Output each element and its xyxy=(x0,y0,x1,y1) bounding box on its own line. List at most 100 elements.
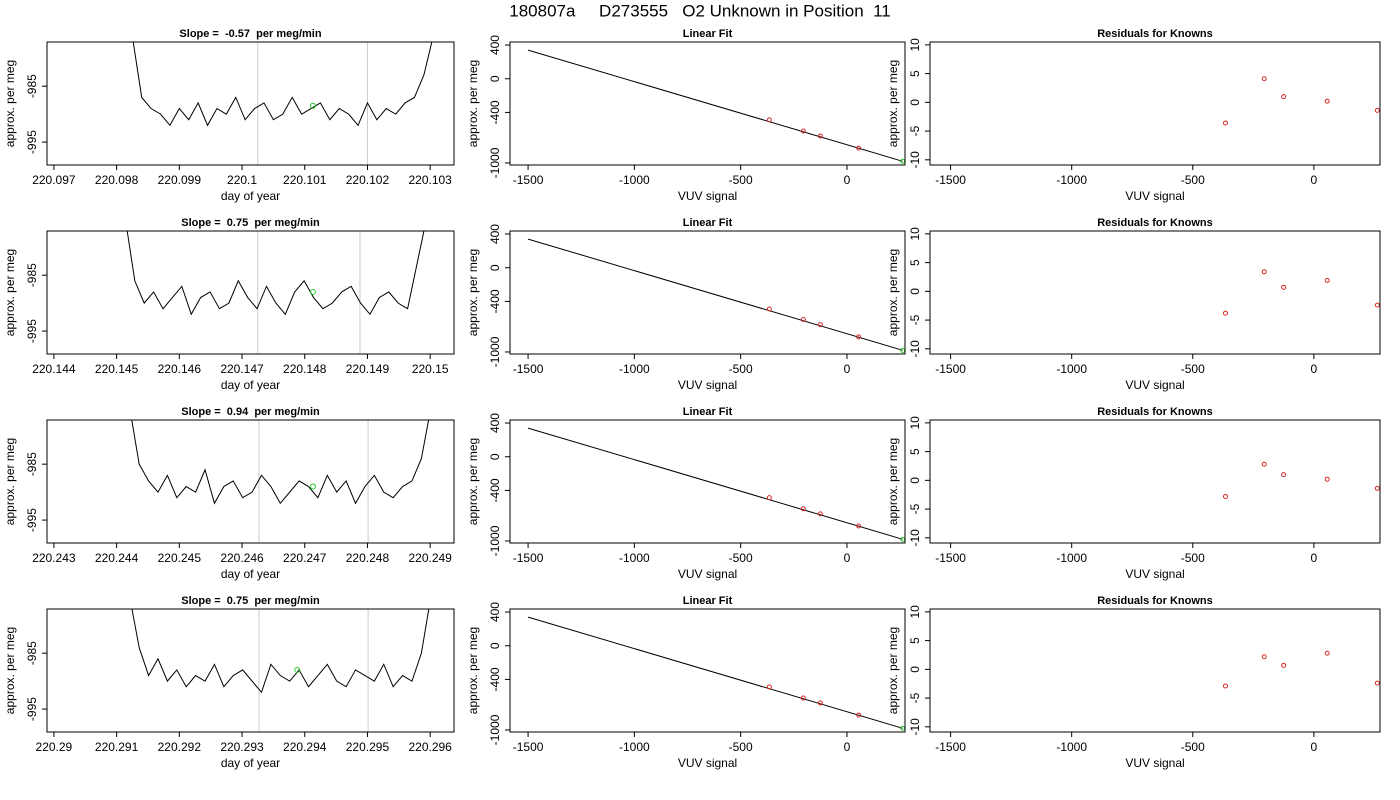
x-tick-label: 220.248 xyxy=(346,551,390,565)
panel-title: Linear Fit xyxy=(683,28,733,40)
y-axis-label: approx. per meg xyxy=(886,249,900,336)
point xyxy=(1222,683,1228,689)
x-tick-label: -1000 xyxy=(619,551,650,565)
point xyxy=(856,145,862,151)
y-tick-label: -995 xyxy=(25,508,39,532)
highlight-point xyxy=(309,483,316,490)
y-tick-label: -985 xyxy=(25,74,39,98)
data-line xyxy=(131,609,430,694)
y-tick-label: 400 xyxy=(488,602,502,622)
data-line xyxy=(132,42,433,127)
x-tick-label: 0 xyxy=(1311,551,1318,565)
x-tick-label: 220.144 xyxy=(32,362,76,376)
point xyxy=(1222,120,1228,126)
point xyxy=(1324,98,1330,104)
plot-area xyxy=(527,616,905,731)
point xyxy=(856,712,862,718)
y-tick-label: -1000 xyxy=(488,147,502,178)
y-tick-label: -5 xyxy=(908,503,922,514)
y-tick-label: -5 xyxy=(908,692,922,703)
x-tick-label: -1000 xyxy=(619,173,650,187)
x-tick-label: 220.249 xyxy=(408,551,452,565)
x-tick-label: 0 xyxy=(1311,740,1318,754)
panel-title: Residuals for Knowns xyxy=(1097,406,1213,418)
point xyxy=(766,684,772,690)
y-tick-label: -5 xyxy=(908,125,922,136)
data-line xyxy=(126,231,425,316)
y-tick-label: 0 xyxy=(908,99,922,106)
plot-area xyxy=(527,49,905,164)
x-tick-label: -1500 xyxy=(513,173,544,187)
x-tick-label: 220.243 xyxy=(32,551,76,565)
point xyxy=(800,128,806,134)
panel-title: Residuals for Knowns xyxy=(1097,217,1213,229)
x-tick-label: -500 xyxy=(1181,173,1205,187)
panel-title: Linear Fit xyxy=(683,406,733,418)
x-axis-label: VUV signal xyxy=(1125,189,1184,203)
panel-title: Slope = 0.75 per meg/min xyxy=(181,217,320,229)
x-tick-label: -1000 xyxy=(1056,362,1087,376)
y-axis-label: approx. per meg xyxy=(466,60,480,147)
point xyxy=(1374,302,1380,308)
y-tick-label: -985 xyxy=(25,641,39,665)
x-tick-label: -500 xyxy=(729,173,753,187)
y-tick-label: -5 xyxy=(908,314,922,325)
plot-frame xyxy=(46,608,455,733)
y-tick-label: -985 xyxy=(25,452,39,476)
point xyxy=(1281,662,1287,668)
x-tick-label: 220.097 xyxy=(32,173,76,187)
y-axis-label: approx. per meg xyxy=(466,438,480,525)
x-tick-label: 220.101 xyxy=(283,173,327,187)
point xyxy=(1281,284,1287,290)
plot-frame xyxy=(929,41,1381,166)
highlight-point xyxy=(309,288,316,295)
fit-line xyxy=(527,238,903,351)
fit-line xyxy=(527,49,903,162)
y-tick-label: 0 xyxy=(908,288,922,295)
x-tick-label: 220.147 xyxy=(220,362,264,376)
x-tick-label: 220.099 xyxy=(158,173,202,187)
y-tick-label: -1000 xyxy=(488,714,502,745)
point xyxy=(766,117,772,123)
x-axis-label: VUV signal xyxy=(1125,756,1184,770)
point xyxy=(856,334,862,340)
y-tick-label: -10 xyxy=(908,151,922,169)
plot-frame xyxy=(509,41,906,166)
x-tick-label: 220.146 xyxy=(158,362,202,376)
point xyxy=(1222,493,1228,499)
x-tick-label: 0 xyxy=(1311,173,1318,187)
y-tick-label: -985 xyxy=(25,263,39,287)
y-tick-label: -400 xyxy=(488,478,502,502)
x-tick-label: 220.296 xyxy=(408,740,452,754)
x-tick-label: -1500 xyxy=(935,551,966,565)
y-tick-label: 10 xyxy=(908,605,922,619)
x-tick-label: 0 xyxy=(844,740,851,754)
y-tick-label: -1000 xyxy=(488,336,502,367)
fit-line xyxy=(527,616,903,729)
panel-title: Slope = 0.94 per meg/min xyxy=(181,406,320,418)
point xyxy=(1261,76,1267,82)
point xyxy=(800,506,806,512)
y-tick-label: -10 xyxy=(908,529,922,547)
point xyxy=(1281,94,1287,100)
y-axis-label: approx. per meg xyxy=(3,627,17,714)
point xyxy=(1261,269,1267,275)
x-tick-label: 220.294 xyxy=(283,740,327,754)
x-tick-label: -500 xyxy=(729,362,753,376)
panel-title: Residuals for Knowns xyxy=(1097,595,1213,607)
plot-frame xyxy=(509,419,906,544)
point xyxy=(900,347,905,353)
point xyxy=(1281,472,1287,478)
plot-frame xyxy=(46,230,455,355)
x-axis-label: day of year xyxy=(221,189,280,203)
x-axis-label: VUV signal xyxy=(678,567,737,581)
plot-area xyxy=(527,427,905,542)
y-tick-label: 10 xyxy=(908,416,922,430)
x-axis-label: day of year xyxy=(221,567,280,581)
x-tick-label: 220.148 xyxy=(283,362,327,376)
plot-frame xyxy=(46,419,455,544)
x-tick-label: 220.098 xyxy=(95,173,139,187)
x-tick-label: 220.149 xyxy=(346,362,390,376)
y-tick-label: 10 xyxy=(908,38,922,52)
